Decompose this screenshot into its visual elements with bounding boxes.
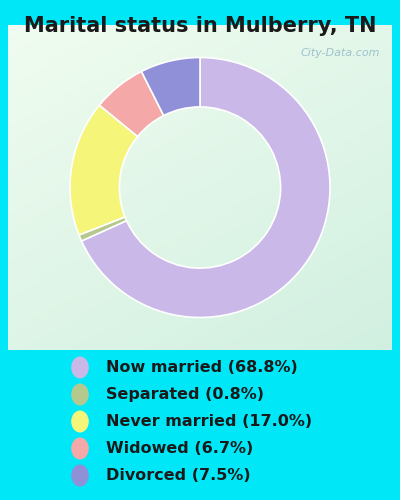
Wedge shape xyxy=(79,217,126,241)
Text: Separated (0.8%): Separated (0.8%) xyxy=(106,387,264,402)
Wedge shape xyxy=(142,58,200,116)
Text: Widowed (6.7%): Widowed (6.7%) xyxy=(106,441,253,456)
Text: Now married (68.8%): Now married (68.8%) xyxy=(106,360,298,375)
Wedge shape xyxy=(70,105,138,235)
Text: Divorced (7.5%): Divorced (7.5%) xyxy=(106,468,251,483)
Text: City-Data.com: City-Data.com xyxy=(301,48,380,58)
Text: Never married (17.0%): Never married (17.0%) xyxy=(106,414,312,429)
Wedge shape xyxy=(82,58,330,318)
Text: Marital status in Mulberry, TN: Marital status in Mulberry, TN xyxy=(24,16,376,36)
Wedge shape xyxy=(99,72,164,136)
